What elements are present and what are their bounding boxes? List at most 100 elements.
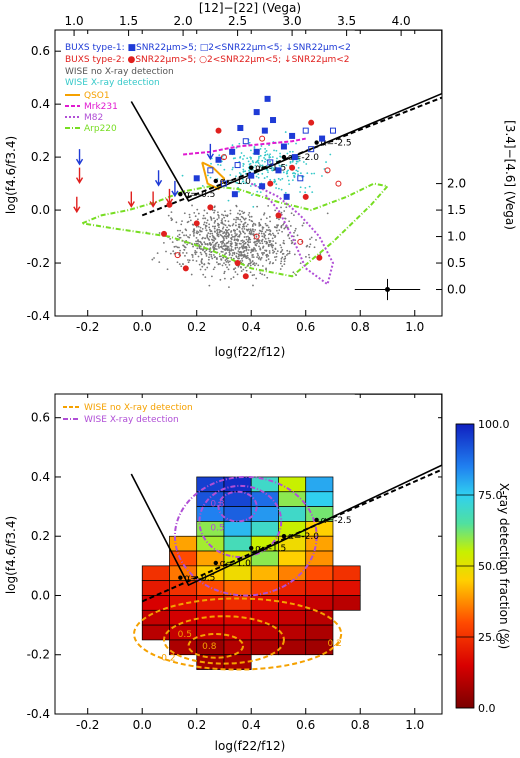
wise-no-xray-point — [290, 212, 293, 215]
wise-no-xray-point — [226, 247, 229, 250]
wise-xray-point — [269, 160, 272, 163]
wise-no-xray-point — [169, 237, 172, 240]
wise-xray-point — [287, 142, 290, 145]
upper-limit-arrow — [75, 149, 84, 166]
wise-no-xray-point — [279, 244, 282, 246]
wise-no-xray-point — [218, 255, 221, 258]
wise-no-xray-point — [201, 243, 203, 246]
wise-xray-point — [299, 186, 302, 189]
wise-no-xray-point — [250, 230, 253, 233]
wise-no-xray-point — [214, 245, 217, 247]
y-tick-label: 0.0 — [31, 203, 50, 217]
wise-no-xray-point — [261, 235, 264, 238]
wise-xray-point — [304, 186, 307, 189]
wise-no-xray-point — [230, 237, 233, 239]
top-plot-clip: α=-0.5 α=-1.0 α=-1.5α=-2.0α=-2.5 — [73, 30, 442, 301]
wise-no-xray-point — [243, 211, 246, 214]
wise-no-xray-point — [274, 247, 277, 250]
wise-xray-point — [275, 149, 278, 152]
wise-xray-point — [238, 142, 241, 145]
wise-no-xray-point — [254, 264, 256, 267]
wise-no-xray-point — [200, 258, 203, 261]
wise-no-xray-point — [230, 240, 232, 243]
wise-no-xray-point — [204, 276, 207, 279]
wise-no-xray-point — [244, 266, 247, 269]
wise-no-xray-point — [188, 216, 191, 219]
x-tick-label: 0.0 — [133, 320, 152, 334]
wise-no-xray-point — [217, 223, 220, 226]
wise-no-xray-point — [199, 251, 202, 254]
buxs-type2-point — [275, 212, 282, 219]
wise-no-xray-point — [240, 242, 242, 245]
wise-no-xray-point — [225, 233, 227, 236]
heatmap-cell — [169, 535, 198, 552]
wise-xray-point — [272, 169, 275, 171]
wise-no-xray-point — [223, 277, 226, 280]
wise-no-xray-point — [251, 220, 254, 223]
x-tick-label: 1.0 — [405, 718, 424, 732]
buxs-type1-point — [237, 124, 244, 131]
heatmap-cell — [223, 476, 252, 493]
wise-no-xray-point — [228, 233, 231, 236]
wise-no-xray-point — [260, 232, 263, 235]
wise-no-xray-point — [237, 212, 239, 215]
wise-no-xray-point — [203, 209, 206, 212]
alpha-label: α=-1.0 — [220, 177, 251, 187]
wise-no-xray-point — [221, 221, 224, 224]
wise-xray-point — [239, 173, 242, 176]
wise-no-xray-point — [226, 259, 229, 262]
xray-contour-0.5 — [198, 484, 283, 558]
wise-no-xray-point — [252, 230, 255, 233]
wise-no-xray-point — [226, 257, 229, 260]
wise-xray-point — [286, 175, 289, 178]
wise-no-xray-point — [211, 234, 214, 237]
wise-no-xray-point — [264, 222, 267, 225]
wise-xray-point — [207, 174, 209, 177]
wise-xray-point — [289, 150, 291, 153]
wise-no-xray-point — [261, 240, 263, 243]
wise-xray-point — [297, 173, 299, 176]
wise-no-xray-point — [224, 249, 227, 252]
no-xray-contour-0.5 — [163, 615, 285, 665]
wise-xray-point — [264, 151, 267, 154]
wise-no-xray-point — [181, 263, 184, 265]
wise-no-xray-point — [265, 217, 268, 220]
wise-no-xray-point — [214, 248, 217, 250]
wise-no-xray-point — [280, 250, 283, 253]
wise-no-xray-point — [294, 227, 297, 230]
wise-no-xray-point — [199, 268, 202, 271]
wise-xray-point — [266, 153, 269, 156]
wise-no-xray-point — [185, 234, 188, 237]
y-tick-label: 0.4 — [31, 470, 50, 484]
wise-no-xray-point — [269, 261, 272, 263]
wise-xray-point — [209, 176, 212, 179]
wise-no-xray-point — [288, 252, 291, 255]
wise-xray-point — [231, 168, 234, 171]
wise-no-xray-point — [236, 273, 239, 276]
wise-no-xray-point — [248, 237, 251, 240]
wise-no-xray-point — [199, 240, 201, 243]
wise-no-xray-point — [228, 263, 231, 266]
wise-no-xray-point — [226, 214, 229, 217]
wise-xray-point — [329, 153, 332, 156]
wise-no-xray-point — [166, 268, 169, 271]
wise-no-xray-point — [240, 220, 243, 223]
wise-no-xray-point — [248, 262, 251, 265]
wise-no-xray-point — [212, 235, 215, 238]
wise-no-xray-point — [258, 239, 261, 242]
wise-xray-point — [238, 172, 241, 174]
wise-xray-point — [240, 182, 243, 185]
wise-no-xray-point — [198, 233, 201, 236]
wise-xray-point — [265, 164, 268, 167]
heatmap-cell — [278, 476, 307, 493]
wise-no-xray-point — [223, 262, 225, 265]
wise-no-xray-point — [197, 212, 200, 215]
wise-no-xray-point — [245, 228, 248, 231]
wise-no-xray-point — [226, 266, 228, 269]
buxs-type1-point — [275, 167, 282, 174]
wise-no-xray-point — [156, 252, 159, 255]
wise-no-xray-point — [204, 217, 206, 220]
upper-limit-arrow — [127, 191, 135, 208]
wise-no-xray-point — [248, 218, 251, 221]
